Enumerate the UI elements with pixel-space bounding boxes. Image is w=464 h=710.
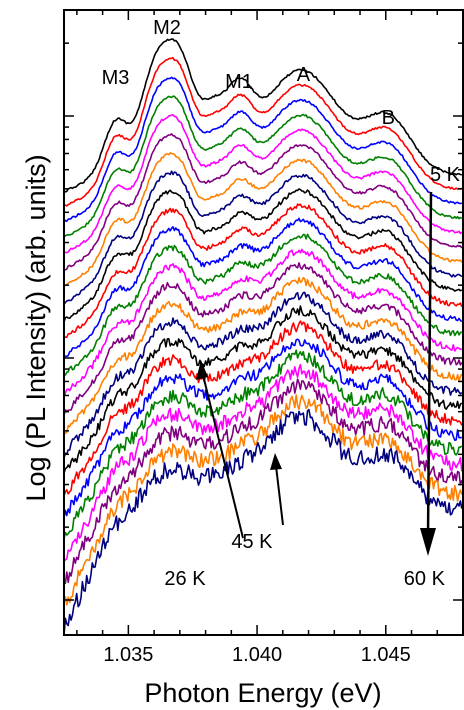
spectrum-line-5	[63, 114, 463, 254]
spectrum-line-3	[63, 76, 462, 223]
temperature-label: 60 K	[404, 568, 446, 590]
spectrum-line-18	[63, 320, 463, 497]
spectrum-line-16	[63, 291, 463, 459]
plot-frame	[63, 9, 464, 636]
x-tick-label: 1.045	[361, 644, 411, 666]
y-axis-ticks	[64, 42, 463, 601]
peak-label-m1: M1	[225, 71, 253, 93]
spectra-series-group	[63, 38, 463, 636]
arrowhead-45k	[270, 453, 282, 470]
spectrum-line-13	[63, 248, 463, 398]
peak-labels: M3 M2 M1 A B	[102, 17, 395, 129]
temperature-label: 5 K	[430, 164, 461, 186]
x-axis-ticks: 1.035 1.040 1.045	[76, 10, 464, 666]
spectrum-line-14	[63, 262, 463, 416]
spectrum-line-1	[63, 38, 463, 193]
spectrum-line-12	[63, 233, 463, 376]
spectrum-line-2	[63, 57, 463, 207]
arrowhead-60k	[420, 528, 436, 556]
spectrum-line-22	[63, 378, 463, 585]
arrowhead-26k	[196, 360, 208, 380]
spectrum-line-4	[63, 95, 463, 238]
arrow-45k	[275, 465, 284, 526]
spectrum-line-24	[63, 408, 463, 636]
spectrum-line-23	[63, 394, 463, 606]
x-tick-label: 1.035	[103, 644, 153, 666]
peak-label-m2: M2	[153, 17, 181, 39]
spectrum-line-9	[63, 188, 463, 323]
temperature-annotations: 5 K 26 K 45 K 60 K	[164, 164, 460, 590]
spectrum-line-19	[63, 338, 462, 519]
spectrum-line-6	[63, 133, 463, 271]
temperature-label: 26 K	[164, 568, 206, 590]
x-tick-label: 1.040	[232, 644, 282, 666]
spectrum-line-21	[63, 363, 463, 562]
arrow-26k	[202, 374, 244, 539]
peak-label-m3: M3	[102, 67, 130, 89]
y-axis-title: Log (PL Intensity) (arb. units)	[21, 154, 51, 501]
peak-label-a: A	[297, 64, 311, 86]
spectrum-line-11	[63, 217, 463, 358]
x-axis-title: Photon Energy (eV)	[144, 678, 381, 708]
spectrum-line-17	[63, 305, 463, 474]
temperature-label: 45 K	[231, 531, 273, 553]
spectrum-line-15	[63, 276, 463, 435]
peak-label-b: B	[382, 107, 395, 129]
spectrum-line-10	[63, 203, 463, 339]
spectrum-line-20	[63, 349, 463, 540]
spectrum-line-8	[63, 170, 463, 305]
spectrum-line-7	[63, 152, 463, 287]
arrow-5k-to-60k	[426, 191, 433, 536]
